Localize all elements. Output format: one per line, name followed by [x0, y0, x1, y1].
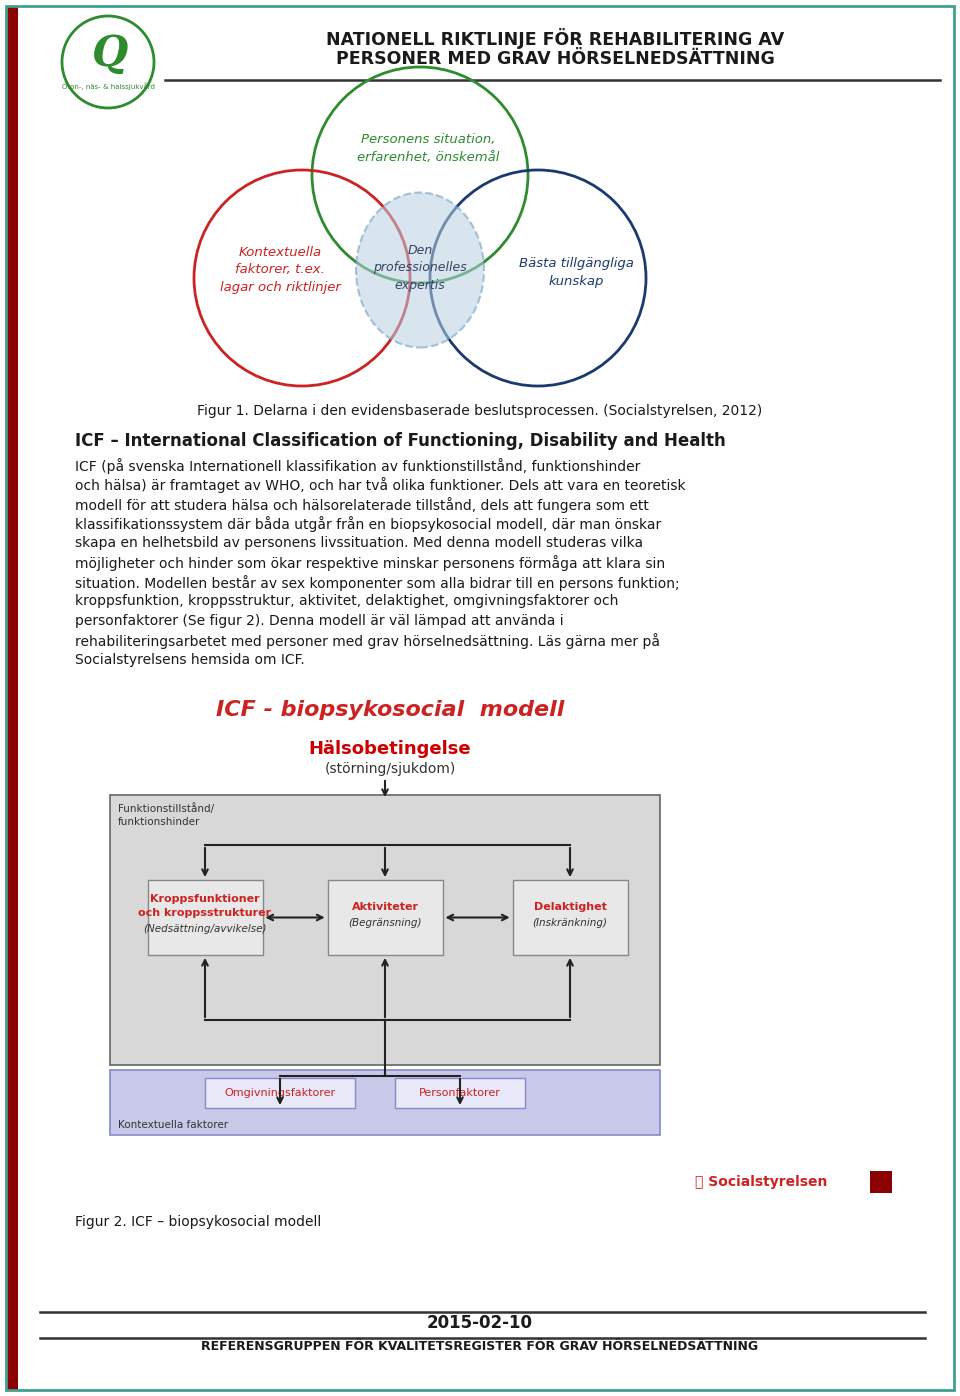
- Text: Hälsobetingelse: Hälsobetingelse: [309, 740, 471, 758]
- Text: skapa en helhetsbild av personens livssituation. Med denna modell studeras vilka: skapa en helhetsbild av personens livssi…: [75, 536, 643, 550]
- Text: (Begränsning): (Begränsning): [348, 919, 421, 928]
- Text: modell för att studera hälsa och hälsorelaterade tillstånd, dels att fungera som: modell för att studera hälsa och hälsore…: [75, 497, 649, 512]
- Text: Kontextuella faktorer: Kontextuella faktorer: [118, 1120, 228, 1129]
- Text: (Nedsättning/avvikelse): (Nedsättning/avvikelse): [143, 924, 267, 934]
- Text: personfaktorer (Se figur 2). Denna modell är väl lämpad att använda i: personfaktorer (Se figur 2). Denna model…: [75, 614, 564, 628]
- FancyBboxPatch shape: [110, 1069, 660, 1135]
- Text: Q: Q: [92, 34, 128, 75]
- Text: och hälsa) är framtaget av WHO, och har två olika funktioner. Dels att vara en t: och hälsa) är framtaget av WHO, och har …: [75, 477, 685, 493]
- Text: Kontextuella
faktorer, t.ex.
lagar och riktlinjer: Kontextuella faktorer, t.ex. lagar och r…: [220, 246, 341, 295]
- FancyBboxPatch shape: [513, 879, 628, 955]
- Text: PERSONER MED GRAV HÖRSELNEDSÄTTNING: PERSONER MED GRAV HÖRSELNEDSÄTTNING: [336, 50, 775, 68]
- Text: rehabiliteringsarbetet med personer med grav hörselnedsättning. Läs gärna mer på: rehabiliteringsarbetet med personer med …: [75, 634, 660, 649]
- Text: och kroppsstrukturer: och kroppsstrukturer: [138, 907, 272, 919]
- Text: Kroppsfunktioner: Kroppsfunktioner: [150, 893, 260, 905]
- Text: Socialstyrelsens hemsida om ICF.: Socialstyrelsens hemsida om ICF.: [75, 653, 304, 667]
- Text: Figur 1. Delarna i den evidensbaserade beslutsprocessen. (Socialstyrelsen, 2012): Figur 1. Delarna i den evidensbaserade b…: [198, 403, 762, 417]
- Text: ICF (på svenska Internationell klassifikation av funktionstillstånd, funktionshi: ICF (på svenska Internationell klassifik…: [75, 458, 640, 475]
- Text: Personens situation,
erfarenhet, önskemål: Personens situation, erfarenhet, önskemå…: [357, 133, 499, 163]
- Text: Ⓢ Socialstyrelsen: Ⓢ Socialstyrelsen: [695, 1175, 828, 1189]
- Text: Funktionstillstånd/: Funktionstillstånd/: [118, 803, 214, 814]
- Text: (störning/sjukdom): (störning/sjukdom): [324, 762, 456, 776]
- Text: ICF - biopsykosocial  modell: ICF - biopsykosocial modell: [216, 699, 564, 720]
- Text: Personfaktorer: Personfaktorer: [420, 1087, 501, 1099]
- Bar: [870, 1171, 892, 1194]
- FancyBboxPatch shape: [327, 879, 443, 955]
- FancyBboxPatch shape: [148, 879, 262, 955]
- Text: funktionshinder: funktionshinder: [118, 817, 201, 826]
- Text: situation. Modellen består av sex komponenter som alla bidrar till en persons fu: situation. Modellen består av sex kompon…: [75, 575, 680, 591]
- Bar: [6, 6, 18, 1390]
- FancyBboxPatch shape: [205, 1078, 355, 1108]
- Text: Aktiviteter: Aktiviteter: [351, 902, 419, 912]
- Text: Öron-, näs- & halssjukvård: Öron-, näs- & halssjukvård: [61, 82, 155, 89]
- Text: ICF – International Classification of Functioning, Disability and Health: ICF – International Classification of Fu…: [75, 431, 726, 450]
- Text: klassifikationssystem där båda utgår från en biopsykosocial modell, där man önsk: klassifikationssystem där båda utgår frå…: [75, 517, 661, 532]
- Text: Delaktighet: Delaktighet: [534, 902, 607, 912]
- Text: Omgivningsfaktorer: Omgivningsfaktorer: [225, 1087, 336, 1099]
- Text: NATIONELL RIKTLINJE FÖR REHABILITERING AV: NATIONELL RIKTLINJE FÖR REHABILITERING A…: [325, 28, 784, 49]
- FancyBboxPatch shape: [395, 1078, 525, 1108]
- Text: kroppsfunktion, kroppsstruktur, aktivitet, delaktighet, omgivningsfaktorer och: kroppsfunktion, kroppsstruktur, aktivite…: [75, 595, 618, 609]
- Text: REFERENSGRUPPEN FÖR KVALITETSREGISTER FÖR GRAV HÖRSELNEDSÄTTNING: REFERENSGRUPPEN FÖR KVALITETSREGISTER FÖ…: [202, 1340, 758, 1353]
- Text: Figur 2. ICF – biopsykosocial modell: Figur 2. ICF – biopsykosocial modell: [75, 1215, 322, 1228]
- Ellipse shape: [356, 193, 484, 348]
- Text: möjligheter och hinder som ökar respektive minskar personens förmåga att klara s: möjligheter och hinder som ökar respekti…: [75, 556, 665, 571]
- Text: (Inskränkning): (Inskränkning): [533, 919, 608, 928]
- Text: Den
professionelles
expertis: Den professionelles expertis: [373, 243, 467, 293]
- FancyBboxPatch shape: [110, 794, 660, 1065]
- Text: Bästa tillgängliga
kunskap: Bästa tillgängliga kunskap: [518, 257, 634, 288]
- Text: 2015-02-10: 2015-02-10: [427, 1314, 533, 1332]
